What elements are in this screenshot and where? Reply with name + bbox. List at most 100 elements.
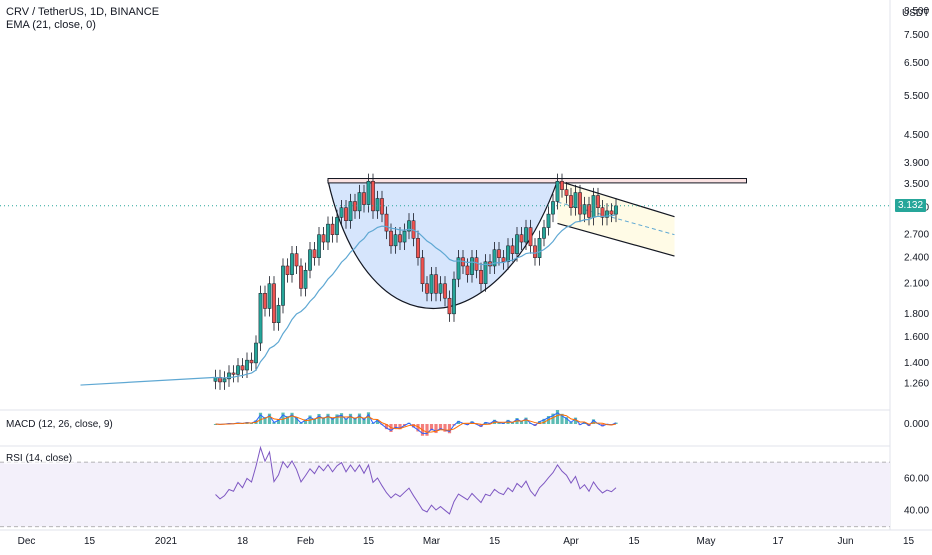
candle-up [245, 360, 248, 370]
time-tick-label: 17 [772, 536, 784, 547]
macd-histogram-bar [556, 410, 559, 424]
macd-title: MACD (12, 26, close, 9) [6, 419, 113, 430]
ema-legend: EMA (21, close, 0) [6, 19, 96, 31]
time-tick-label: May [697, 536, 716, 547]
price-tick-label: 3.900 [904, 158, 929, 169]
candle-up [394, 235, 397, 246]
candle-up [308, 250, 311, 271]
candle-down [502, 258, 505, 262]
candle-down [286, 266, 289, 275]
price-tick-label: 1.260 [904, 378, 929, 389]
candle-down [331, 224, 334, 235]
time-tick-label: Feb [297, 536, 315, 547]
candle-down [295, 254, 298, 266]
price-tick-label: 3.500 [904, 179, 929, 190]
candle-up [277, 305, 280, 322]
candle-down [434, 275, 437, 294]
candle-down [565, 190, 568, 196]
candle-up [551, 202, 554, 215]
last-price-value: 3.132 [898, 200, 923, 211]
candle-down [497, 250, 500, 258]
candle-up [290, 254, 293, 275]
candle-down [344, 208, 347, 221]
time-tick-label: Jun [837, 536, 853, 547]
candle-up [452, 279, 455, 314]
candle-up [376, 198, 379, 210]
candle-down [479, 270, 482, 283]
rsi-band [0, 462, 890, 527]
candle-up [281, 266, 284, 305]
candle-up [403, 231, 406, 242]
macd-histogram-bar [340, 413, 343, 424]
candle-down [232, 373, 235, 374]
time-tick-label: Apr [563, 536, 579, 547]
rsi-tick-label: 40.00 [904, 506, 929, 517]
candle-up [556, 181, 559, 201]
candle-up [335, 217, 338, 234]
candle-down [533, 246, 536, 258]
candle-down [263, 293, 266, 308]
price-tick-label: 2.700 [904, 230, 929, 241]
candle-up [317, 235, 320, 258]
candle-up [254, 343, 257, 363]
price-tick-label: 4.500 [904, 130, 929, 141]
time-tick-label: 15 [628, 536, 640, 547]
candle-up [506, 246, 509, 262]
price-tick-label: 2.100 [904, 279, 929, 290]
candle-up [430, 275, 433, 294]
candle-down [241, 366, 244, 370]
time-tick-label: 18 [237, 536, 249, 547]
candle-up [542, 228, 545, 239]
candle-up [304, 270, 307, 288]
price-tick-label: 2.400 [904, 253, 929, 264]
candle-up [349, 202, 352, 221]
candle-down [587, 205, 590, 218]
candle-up [470, 258, 473, 275]
macd-legend: MACD (12, 26, close, 9) [4, 419, 115, 430]
time-tick-label: 15 [84, 536, 96, 547]
candle-down [560, 181, 563, 189]
candle-down [322, 235, 325, 242]
candle-up [367, 181, 370, 204]
symbol-title: CRV / TetherUS, 1D, BINANCE [6, 6, 159, 18]
candle-down [313, 250, 316, 258]
candle-down [448, 298, 451, 314]
candle-down [385, 214, 388, 231]
time-tick-label: Dec [18, 536, 36, 547]
resistance-zone [328, 179, 747, 183]
candle-up [524, 228, 527, 242]
candle-down [520, 235, 523, 242]
candle-down [466, 266, 469, 275]
candle-down [578, 193, 581, 215]
ema-title: EMA (21, close, 0) [6, 19, 96, 31]
time-tick-label: 15 [903, 536, 915, 547]
candle-up [538, 238, 541, 257]
candle-down [475, 258, 478, 271]
rsi-legend: RSI (14, close) [4, 453, 74, 464]
rsi-title: RSI (14, close) [6, 453, 72, 464]
macd-histogram-bar [425, 424, 428, 436]
price-tick-label: 7.500 [904, 30, 929, 41]
currency-label: USDT [902, 8, 929, 19]
candle-up [236, 366, 239, 375]
candle-down [371, 181, 374, 211]
candle-down [511, 246, 514, 254]
candle-up [484, 262, 487, 284]
candle-down [425, 284, 428, 294]
price-tick-label: 6.500 [904, 58, 929, 69]
candle-up [547, 214, 550, 227]
candle-up [223, 379, 226, 382]
candle-up [358, 193, 361, 211]
candle-down [443, 284, 446, 298]
candle-down [398, 235, 401, 242]
candle-down [529, 228, 532, 246]
price-tick-label: 1.600 [904, 332, 929, 343]
last-price-tag: 3.132 [895, 199, 926, 212]
macd-tick-label: 0.000 [904, 419, 929, 430]
candle-up [326, 224, 329, 242]
candle-down [610, 211, 613, 214]
candle-up [439, 284, 442, 294]
candle-down [389, 231, 392, 246]
